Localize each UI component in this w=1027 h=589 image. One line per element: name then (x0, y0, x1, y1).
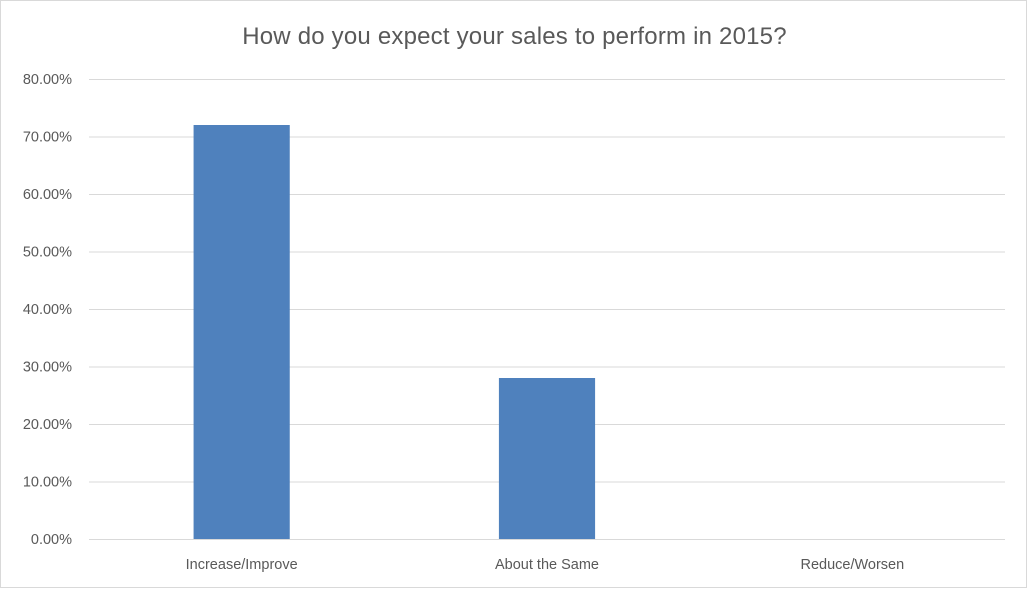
y-tick-label: 0.00% (31, 532, 72, 548)
y-tick-label: 10.00% (23, 475, 72, 491)
y-tick-label: 30.00% (23, 360, 72, 376)
x-tick-label: Increase/Improve (186, 557, 298, 573)
y-tick-label: 40.00% (23, 302, 72, 318)
bar (193, 125, 290, 539)
y-tick-label: 20.00% (23, 417, 72, 433)
bar (498, 378, 596, 539)
y-axis-ticks: 0.00% 10.00% 20.00% 30.00% 40.00% 50.00% 60.00… (23, 72, 72, 548)
x-tick-label: Reduce/Worsen (800, 557, 904, 573)
x-axis-ticks: Increase/Improve About the Same Reduce/Wor… (186, 557, 905, 573)
y-tick-label: 70.00% (23, 130, 72, 146)
y-tick-label: 50.00% (23, 245, 72, 261)
y-tick-label: 60.00% (23, 187, 72, 203)
chart-title: How do you expect your sales to perform … (242, 23, 787, 50)
x-tick-label: About the Same (495, 557, 599, 573)
bars (193, 125, 596, 539)
y-tick-label: 80.00% (23, 72, 72, 88)
